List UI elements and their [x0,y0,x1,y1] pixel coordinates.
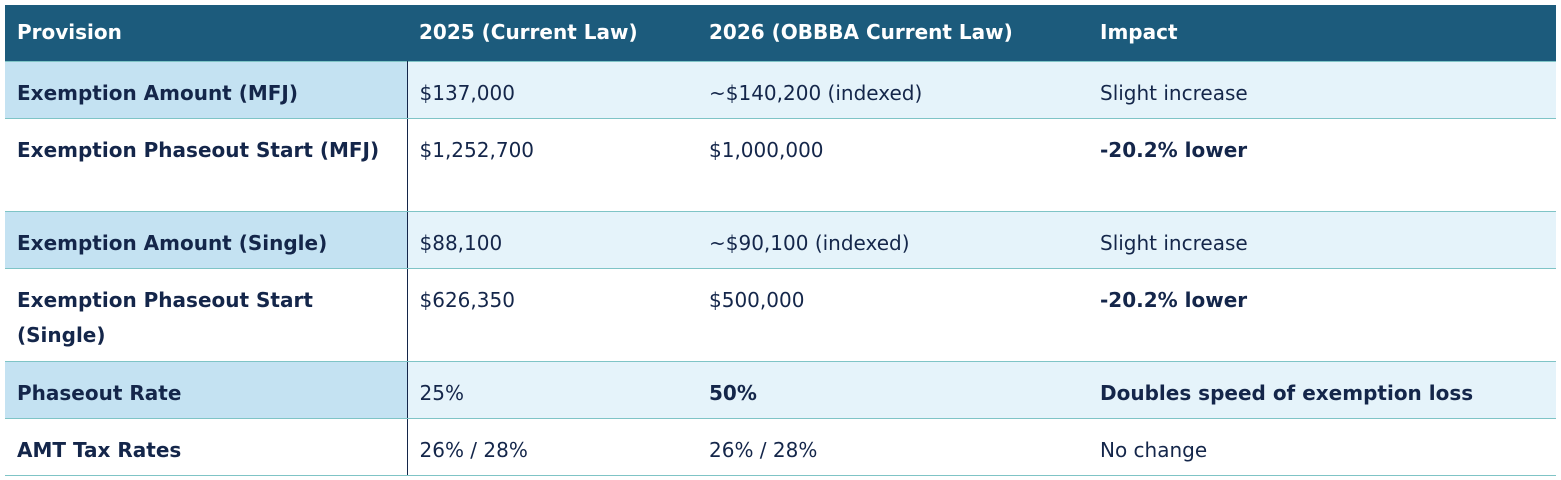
header-cell: 2026 (OBBBA Current Law) [697,5,1088,61]
cell: $500,000 [697,267,1088,362]
row-label: Exemption Amount (MFJ) [5,60,408,119]
cell: 26% / 28% [697,417,1088,476]
row-label: AMT Tax Rates [5,417,408,476]
cell: $88,100 [407,210,697,269]
cell: ~$140,200 (indexed) [697,60,1088,119]
row-label: Exemption Amount (Single) [5,210,408,269]
row-label: Phaseout Rate [5,360,408,419]
cell: $137,000 [407,60,697,119]
table-row: Phaseout Rate 25% 50% Doubles speed of e… [5,360,1556,419]
cell: $1,000,000 [697,117,1088,212]
table-row: Exemption Amount (MFJ) $137,000 ~$140,20… [5,60,1556,119]
table-row: AMT Tax Rates 26% / 28% 26% / 28% No cha… [5,417,1556,476]
table-row: Exemption Amount (Single) $88,100 ~$90,1… [5,210,1556,269]
cell: -20.2% lower [1088,117,1556,212]
header-row: Provision 2025 (Current Law) 2026 (OBBBA… [5,5,1556,61]
cell: 50% [697,360,1088,419]
header-cell: Impact [1088,5,1556,61]
table-row: Exemption Phaseout Start (MFJ) $1,252,70… [5,117,1556,212]
cell: $626,350 [407,267,697,362]
cell: $1,252,700 [407,117,697,212]
table-row: Exemption Phaseout Start (Single) $626,3… [5,267,1556,362]
cell: Doubles speed of exemption loss [1088,360,1556,419]
cell: Slight increase [1088,60,1556,119]
cell: 26% / 28% [407,417,697,476]
header-cell: 2025 (Current Law) [407,5,697,61]
cell: ~$90,100 (indexed) [697,210,1088,269]
row-label: Exemption Phaseout Start (MFJ) [5,117,408,212]
cell: 25% [407,360,697,419]
cell: -20.2% lower [1088,267,1556,362]
header-cell: Provision [5,5,407,61]
cell: Slight increase [1088,210,1556,269]
comparison-table: Provision 2025 (Current Law) 2026 (OBBBA… [5,5,1556,476]
cell: No change [1088,417,1556,476]
row-label: Exemption Phaseout Start (Single) [5,267,408,362]
